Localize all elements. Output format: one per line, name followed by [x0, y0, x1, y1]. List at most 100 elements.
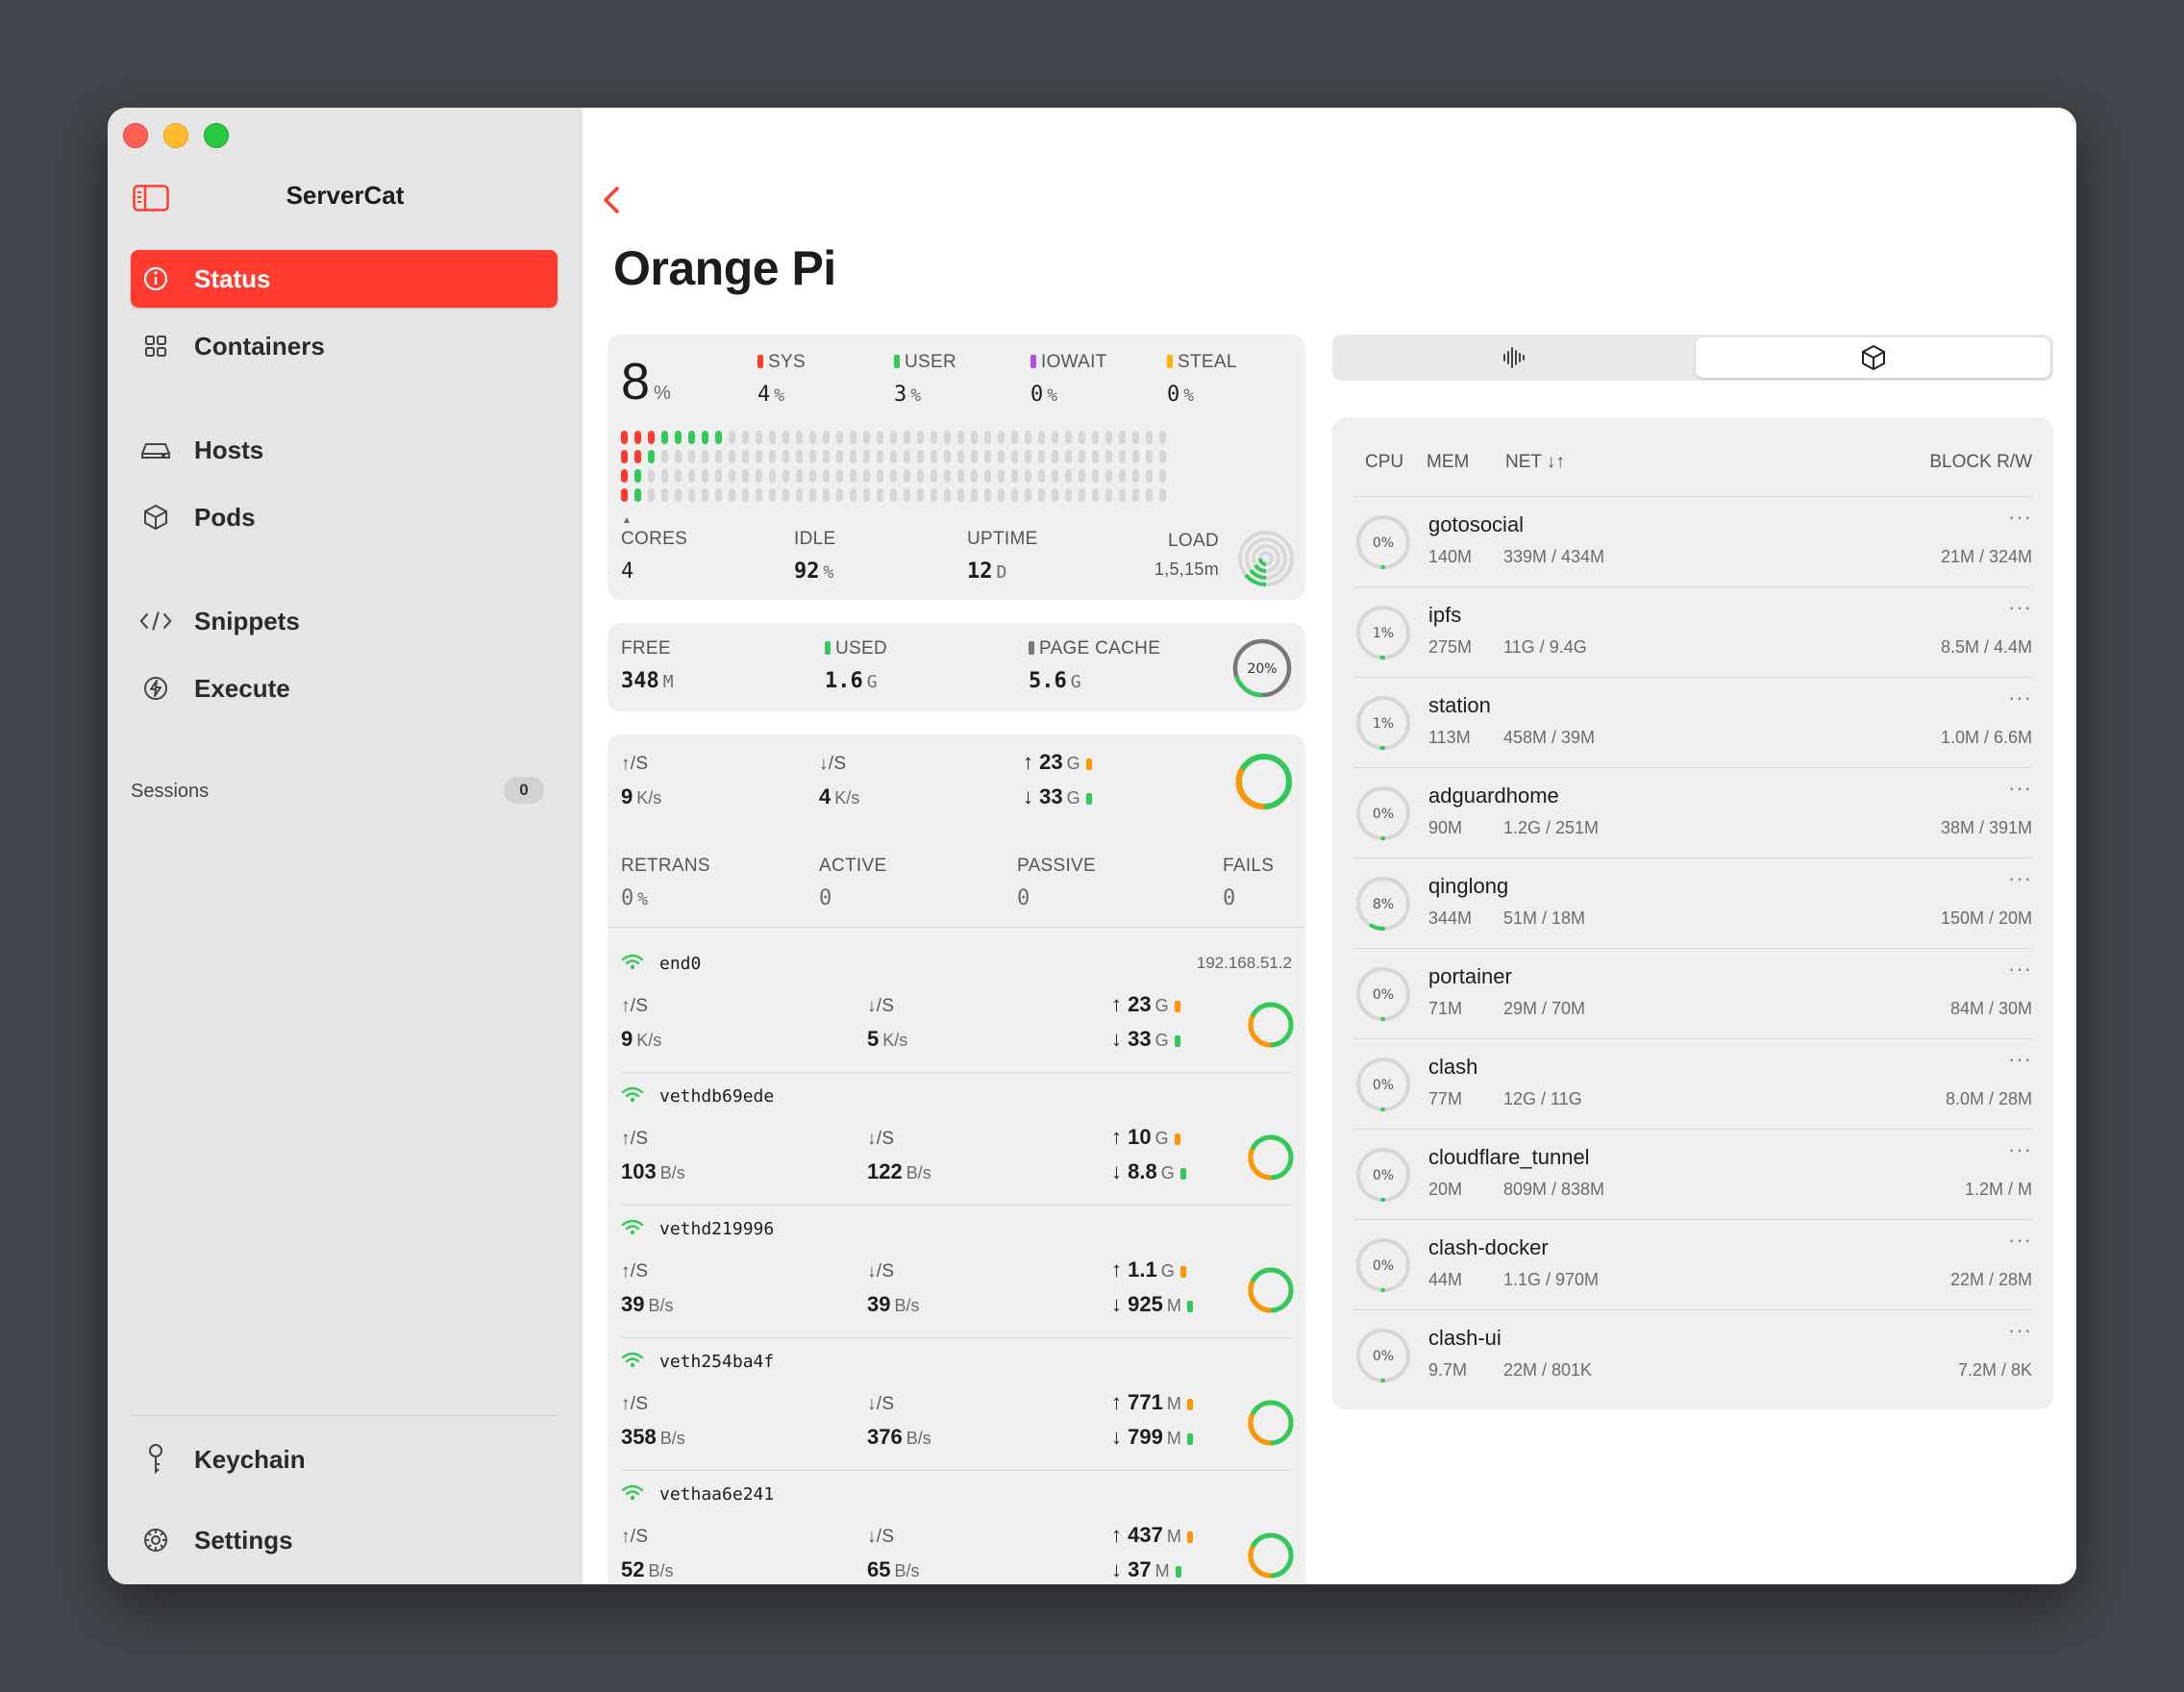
container-mem: 90M — [1428, 818, 1463, 837]
core-usage-cell — [769, 431, 776, 444]
sidebar-item-label: Pods — [194, 502, 256, 532]
iface-up-label: ↑/S — [621, 1394, 649, 1414]
sidebar-item-keychain[interactable]: Keychain — [131, 1431, 558, 1488]
zoom-window-button[interactable] — [204, 123, 229, 148]
sidebar-item-execute[interactable]: Execute — [131, 659, 558, 717]
more-options-button[interactable]: ··· — [2008, 776, 2032, 800]
container-row[interactable]: 0% gotosocial 140M 339M / 434M 21M / 324M ··· — [1353, 496, 2032, 587]
core-usage-cell — [890, 488, 897, 502]
container-row[interactable]: 0% cloudflare_tunnel 20M 809M / 838M 1.2M / … — [1353, 1129, 2032, 1220]
more-options-button[interactable]: ··· — [2008, 595, 2032, 619]
more-options-button[interactable]: ··· — [2008, 685, 2032, 709]
sidebar-item-settings[interactable]: Settings — [131, 1511, 558, 1569]
idle-label: IDLE — [794, 529, 836, 549]
core-usage-cell — [944, 488, 951, 502]
sidebar-item-label: Settings — [194, 1525, 293, 1555]
more-options-button[interactable]: ··· — [2008, 957, 2032, 981]
more-options-button[interactable]: ··· — [2008, 1318, 2032, 1342]
segment-activity[interactable] — [1335, 337, 1693, 378]
container-row[interactable]: 1% ipfs 275M 11G / 9.4G 8.5M / 4.4M ··· — [1353, 586, 2032, 678]
cpu-steal-value: 0% — [1167, 383, 1195, 407]
core-usage-cell — [796, 431, 803, 444]
core-usage-cell — [1011, 469, 1018, 483]
more-options-button[interactable]: ··· — [2008, 1137, 2032, 1161]
sidebar-toggle-icon[interactable] — [133, 185, 169, 212]
container-name: clash-docker — [1428, 1235, 1549, 1259]
back-chevron-icon[interactable] — [600, 183, 625, 217]
core-usage-cell — [1092, 488, 1099, 502]
network-interface-row[interactable]: vethdb69ede ↑/S 103 B/s ↓/S 122 B/s ↑ 10 G ↓ 8.8… — [608, 1073, 1305, 1206]
core-usage-cell — [756, 450, 762, 463]
core-usage-cell — [1079, 450, 1085, 463]
iface-down-value: 39 B/s — [867, 1292, 920, 1316]
core-usage-cell — [931, 469, 937, 483]
iface-total-up: ↑ 1.1 G — [1111, 1257, 1191, 1282]
core-usage-cell — [1025, 450, 1031, 463]
core-usage-cell — [904, 488, 910, 502]
sidebar-item-containers[interactable]: Containers — [131, 317, 558, 375]
sidebar-item-status[interactable]: Status — [131, 250, 558, 308]
interface-name: end0 — [659, 954, 702, 974]
waveform-icon — [1503, 347, 1525, 368]
container-row[interactable]: 8% qinglong 344M 51M / 18M 150M / 20M ··· — [1353, 858, 2032, 949]
memory-cache-label: PAGE CACHE — [1029, 638, 1160, 659]
core-usage-cell — [675, 431, 682, 444]
core-usage-cell — [904, 431, 910, 444]
core-usage-cell — [1105, 469, 1112, 483]
container-row[interactable]: 0% clash 77M 12G / 11G 8.0M / 28M ··· — [1353, 1038, 2032, 1130]
core-usage-cell — [971, 450, 978, 463]
container-row[interactable]: 0% clash-docker 44M 1.1G / 970M 22M / 28M ··· — [1353, 1219, 2032, 1310]
container-block-rw: 8.5M / 4.4M — [1940, 637, 2032, 657]
core-usage-cell — [1065, 488, 1072, 502]
iface-down-value: 65 B/s — [867, 1557, 920, 1581]
core-usage-cell — [836, 488, 843, 502]
total-down-color-dot — [1175, 1566, 1181, 1578]
network-interface-row[interactable]: end0 192.168.51.2 ↑/S 9 K/s ↓/S 5 K/s ↑ 23 G ↓ 33… — [608, 940, 1305, 1073]
core-usage-cell — [931, 488, 937, 502]
iowait-color-dot — [1030, 355, 1036, 368]
core-usage-cell — [675, 488, 682, 502]
container-row[interactable]: 0% adguardhome 90M 1.2G / 251M 38M / 391M ··· — [1353, 767, 2032, 858]
core-usage-cell — [984, 450, 991, 463]
iface-up-value: 103 B/s — [621, 1159, 685, 1183]
network-interface-row[interactable]: veth254ba4f ↑/S 358 B/s ↓/S 376 B/s ↑ 771 M ↓ 79… — [608, 1338, 1305, 1471]
core-usage-cell — [1132, 450, 1139, 463]
core-usage-cell — [729, 469, 735, 483]
more-options-button[interactable]: ··· — [2008, 1228, 2032, 1252]
more-options-button[interactable]: ··· — [2008, 1047, 2032, 1071]
load-rings-gauge — [1238, 531, 1294, 587]
uptime-value: 12 D — [967, 560, 1007, 584]
sidebar-item-hosts[interactable]: Hosts — [131, 421, 558, 479]
core-usage-cell — [931, 450, 937, 463]
segment-containers[interactable] — [1696, 337, 2050, 378]
core-usage-cell — [756, 431, 762, 444]
sidebar-item-pods[interactable]: Pods — [131, 488, 558, 546]
container-row[interactable]: 1% station 113M 458M / 39M 1.0M / 6.6M ··· — [1353, 677, 2032, 768]
net-up-value: 9 K/s — [621, 784, 662, 809]
core-usage-cell — [809, 469, 816, 483]
total-up-color-dot — [1174, 1133, 1180, 1145]
core-usage-cell — [957, 488, 964, 502]
core-usage-cell — [621, 469, 628, 483]
total-down-color-dot — [1179, 1168, 1186, 1180]
container-cpu-label: 0% — [1373, 1258, 1394, 1274]
more-options-button[interactable]: ··· — [2008, 505, 2032, 529]
core-usage-cell — [1132, 469, 1139, 483]
core-usage-cell — [1146, 488, 1153, 502]
container-cpu-gauge: 1% — [1356, 606, 1410, 659]
network-interface-row[interactable]: vethd219996 ↑/S 39 B/s ↓/S 39 B/s ↑ 1.1 G ↓ 925 M — [608, 1206, 1305, 1338]
sidebar-item-snippets[interactable]: Snippets — [131, 592, 558, 650]
iface-down-label: ↓/S — [867, 1527, 895, 1547]
memory-usage-gauge: 20% — [1232, 638, 1292, 698]
core-usage-cell — [904, 469, 910, 483]
close-window-button[interactable] — [123, 123, 148, 148]
core-usage-cell — [796, 488, 803, 502]
container-row[interactable]: 0% clash-ui 9.7M 22M / 801K 7.2M / 8K ··· — [1353, 1309, 2032, 1401]
core-usage-cell — [836, 450, 843, 463]
network-interface-row[interactable]: vethaa6e241 ↑/S 52 B/s ↓/S 65 B/s ↑ 437 M ↓ 37 M — [608, 1471, 1305, 1584]
container-row[interactable]: 0% portainer 71M 29M / 70M 84M / 30M ··· — [1353, 948, 2032, 1039]
core-usage-row — [621, 431, 1166, 444]
grid-icon — [138, 329, 173, 363]
minimize-window-button[interactable] — [163, 123, 188, 148]
more-options-button[interactable]: ··· — [2008, 866, 2032, 890]
